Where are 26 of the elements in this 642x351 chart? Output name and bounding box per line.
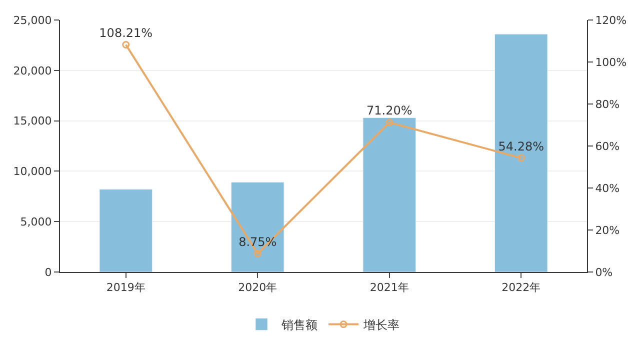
point bbox=[122, 41, 130, 49]
y2-tick-label: 60% bbox=[595, 140, 620, 153]
point bbox=[254, 250, 262, 258]
y-tick-label: 25,000 bbox=[13, 14, 52, 27]
y-tick-label: 15,000 bbox=[13, 114, 52, 128]
y-tick-label: 5,000 bbox=[20, 215, 52, 228]
data-label: 71.20% bbox=[366, 104, 412, 118]
y2-tick-label: 120% bbox=[595, 14, 627, 27]
y-tick-label: 20,000 bbox=[13, 64, 52, 78]
point bbox=[386, 118, 394, 126]
point bbox=[517, 154, 525, 162]
x-tick-label: 2019年 bbox=[106, 281, 146, 294]
y2-tick-label: 40% bbox=[595, 182, 620, 195]
y2-tick-label: 20% bbox=[595, 224, 620, 237]
y-tick-label: 0 bbox=[44, 266, 52, 279]
x-tick-label: 2020年 bbox=[238, 281, 278, 294]
legend-label: 销售额 bbox=[280, 318, 318, 332]
data-label: 108.21% bbox=[99, 26, 153, 40]
y2-tick-label: 0% bbox=[595, 266, 613, 279]
x-tick-label: 2021年 bbox=[370, 281, 409, 294]
y2-tick-label: 80% bbox=[595, 98, 620, 111]
y-tick-label: 10,000 bbox=[13, 165, 52, 178]
data-label: 54.28% bbox=[498, 139, 544, 154]
legend-label: 增长率 bbox=[362, 318, 400, 332]
y2-tick-label: 100% bbox=[595, 56, 627, 69]
x-tick-label: 2022年 bbox=[502, 281, 541, 294]
